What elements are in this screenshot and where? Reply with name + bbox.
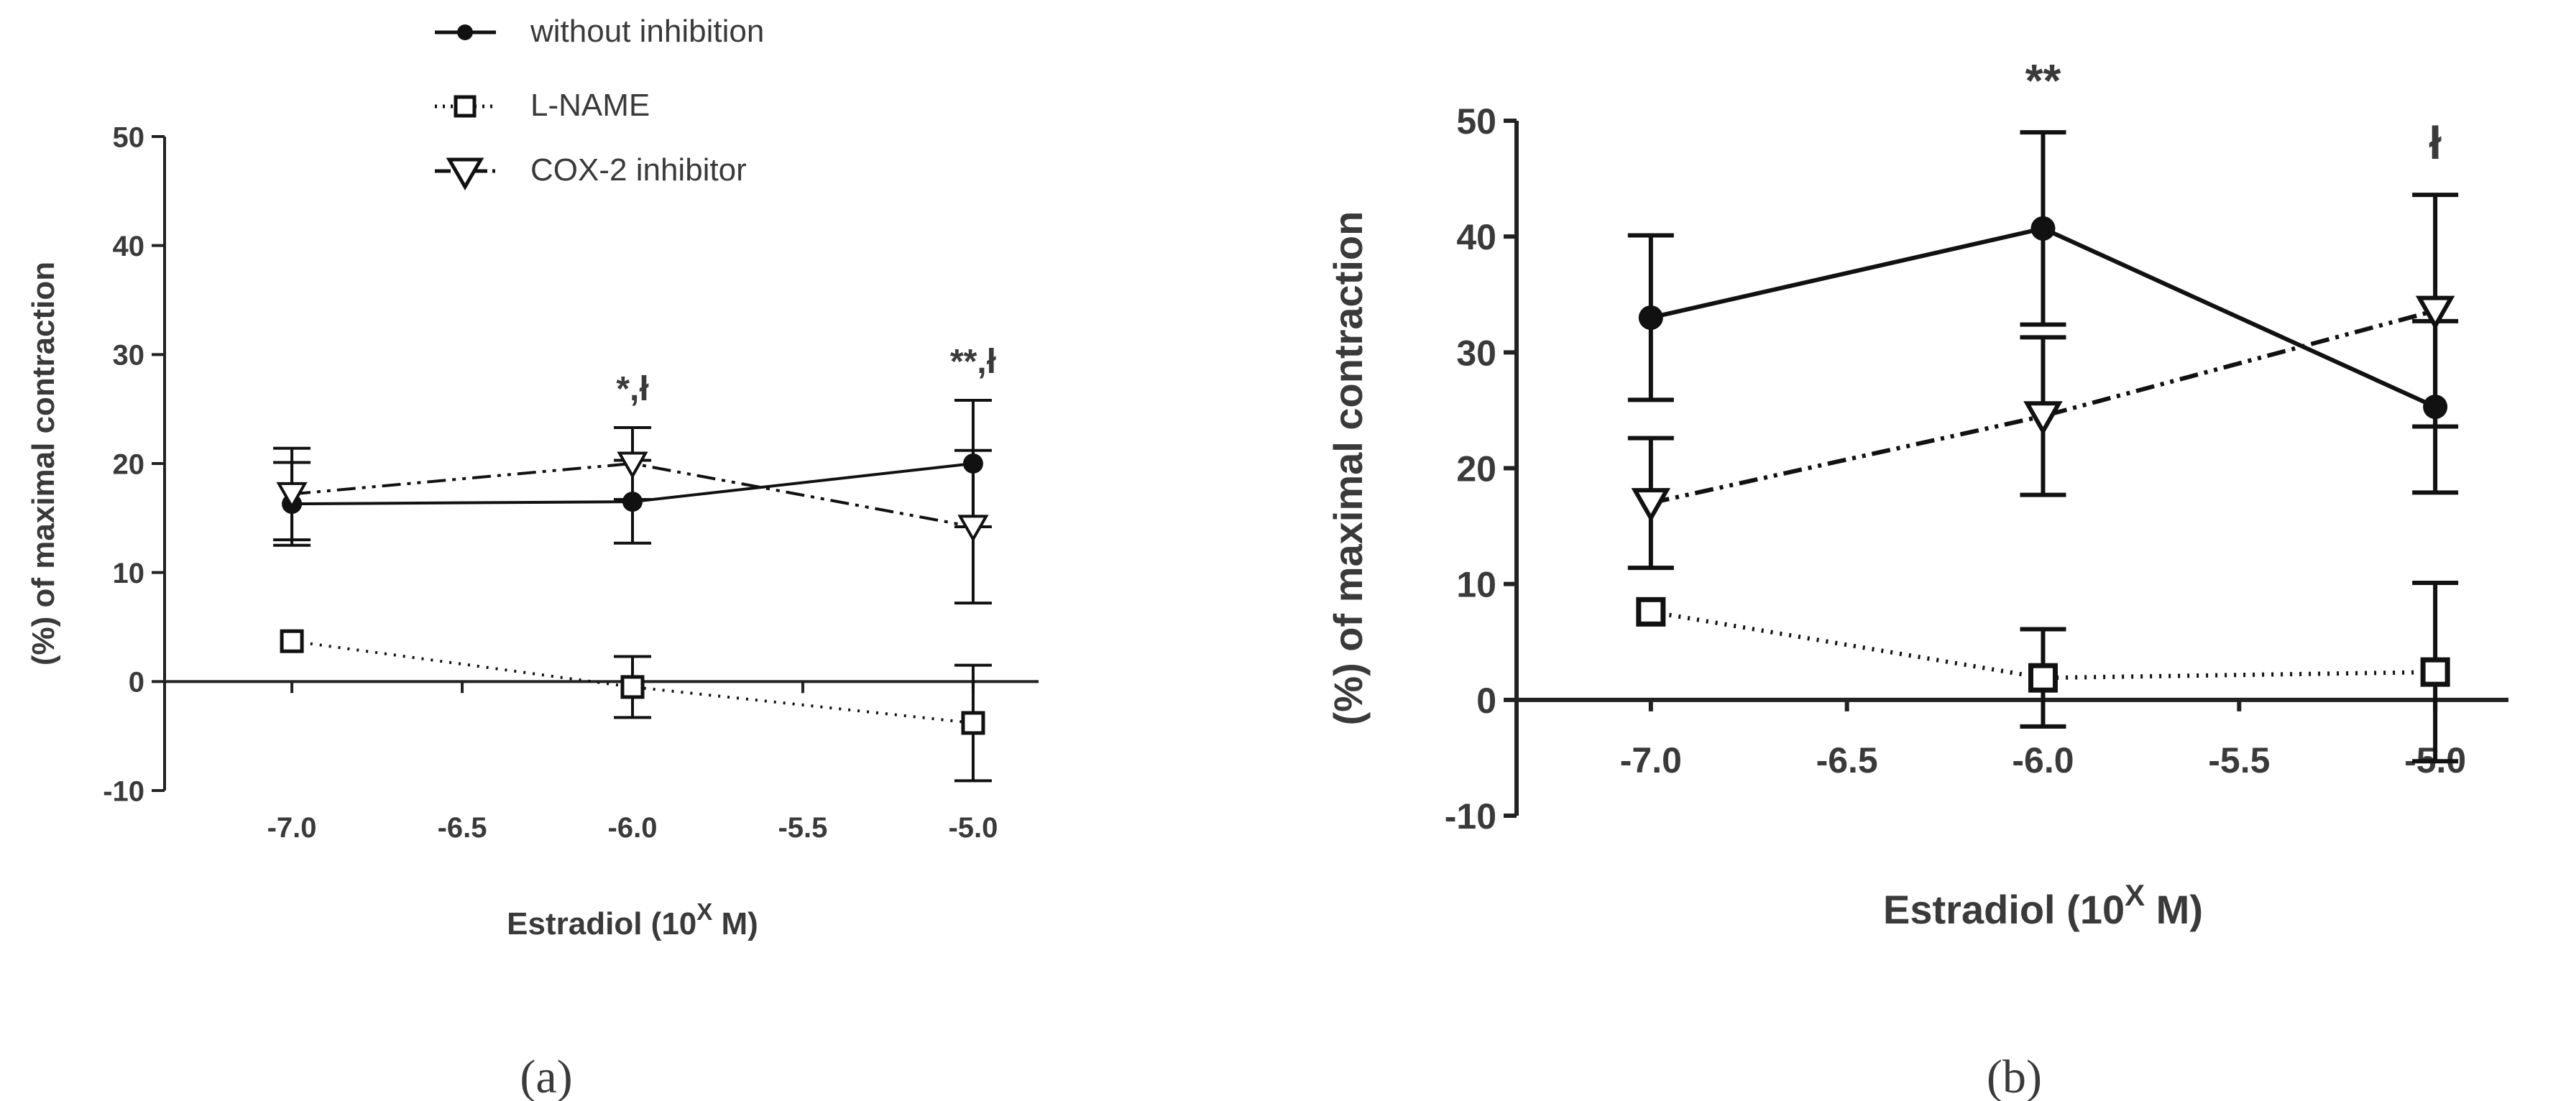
- y-tick-label: 0: [129, 667, 144, 699]
- y-tick-label: 20: [1456, 449, 1496, 489]
- data-point-open-square: [961, 711, 985, 735]
- data-point-open-triangle-down: [957, 515, 989, 543]
- legend-label: L-NAME: [530, 88, 650, 123]
- y-tick-label: 10: [113, 558, 145, 589]
- y-axis-title: (%) of maximal contraction: [1325, 211, 1371, 726]
- y-tick-label: -10: [1445, 796, 1496, 837]
- series-line-l-name: [291, 640, 974, 724]
- y-axis-title: (%) of maximal contraction: [26, 262, 61, 665]
- series-line-l-name: [1650, 609, 2436, 681]
- legend-marker-filled-circle: [457, 24, 473, 40]
- y-tick-label: 40: [1456, 217, 1496, 257]
- data-point-open-square: [620, 675, 645, 699]
- data-point-open-triangle-down: [2415, 295, 2455, 331]
- y-tick-label: 0: [1476, 681, 1496, 721]
- chart-panel-a: -10 0 10 20 30 40 50 -7.0 -6.5 -6.0 -5.5 -5.0 (%) of…: [26, 121, 1039, 1101]
- y-tick-label: 20: [113, 448, 145, 480]
- x-axis-title-main: Estradiol (10: [507, 906, 696, 941]
- y-tick-label: -10: [103, 775, 144, 807]
- data-point-open-square: [1636, 596, 1666, 627]
- significance-annotation: *,ł: [616, 370, 648, 408]
- data-point-filled-circle: [2030, 216, 2056, 241]
- y-tick-label: 10: [1456, 565, 1496, 605]
- x-axis-title-main: Estradiol (10: [1883, 887, 2125, 932]
- x-axis-title-suffix: M): [712, 906, 758, 941]
- x-axis-title-suffix: M): [2145, 887, 2203, 932]
- legend-label: without inhibition: [530, 14, 764, 49]
- x-tick-label: -5.0: [948, 812, 998, 844]
- legend-marker-open-triangle-down: [446, 157, 484, 190]
- x-tick-label: -7.0: [267, 812, 317, 844]
- data-point-open-triangle-down: [2023, 401, 2063, 436]
- legend: without inhibition L-NAME COX-2 inhibito…: [435, 14, 764, 190]
- significance-annotation: **,ł: [950, 343, 996, 381]
- y-tick-label: 30: [113, 340, 145, 372]
- x-tick-label: -5.5: [778, 812, 827, 844]
- y-tick-label: 40: [113, 231, 145, 262]
- significance-annotation: ł: [2429, 117, 2442, 169]
- x-tick-label: -6.5: [1816, 740, 1878, 780]
- legend-item-cox2: COX-2 inhibitor: [435, 152, 747, 190]
- x-axis-title: Estradiol (10X M): [1883, 878, 2203, 932]
- data-point-open-square: [2420, 657, 2450, 687]
- x-tick-label: -6.0: [608, 812, 658, 844]
- data-point-open-square: [280, 629, 304, 653]
- y-tick-label: 30: [1456, 333, 1496, 373]
- data-point-open-triangle-down: [1631, 488, 1671, 522]
- x-axis-title-superscript: X: [2125, 878, 2145, 912]
- legend-marker-open-square: [454, 95, 477, 118]
- legend-item-without-inhibition: without inhibition: [435, 14, 764, 49]
- data-point-filled-circle: [1638, 305, 1663, 330]
- x-axis-title: Estradiol (10X M): [507, 898, 758, 941]
- data-point-filled-circle: [622, 492, 643, 512]
- data-point-open-triangle-down: [276, 482, 308, 510]
- x-tick-label: -7.0: [1620, 740, 1682, 780]
- panel-label: (a): [520, 1051, 572, 1101]
- y-tick-label: 50: [113, 121, 145, 153]
- y-tick-label: 50: [1456, 101, 1496, 142]
- legend-label: COX-2 inhibitor: [530, 152, 747, 188]
- legend-item-l-name: L-NAME: [435, 88, 650, 123]
- data-point-open-square: [2028, 663, 2058, 693]
- x-tick-label: -6.5: [438, 812, 487, 844]
- x-tick-label: -5.5: [2208, 740, 2270, 780]
- series-line-cox-2-inhibitor: [1650, 308, 2436, 505]
- panel-label: (b): [1987, 1051, 2042, 1101]
- x-axis-title-superscript: X: [696, 898, 712, 925]
- x-tick-label: -6.0: [2012, 740, 2074, 780]
- significance-annotation: **: [2025, 55, 2061, 106]
- data-point-open-triangle-down: [617, 451, 648, 479]
